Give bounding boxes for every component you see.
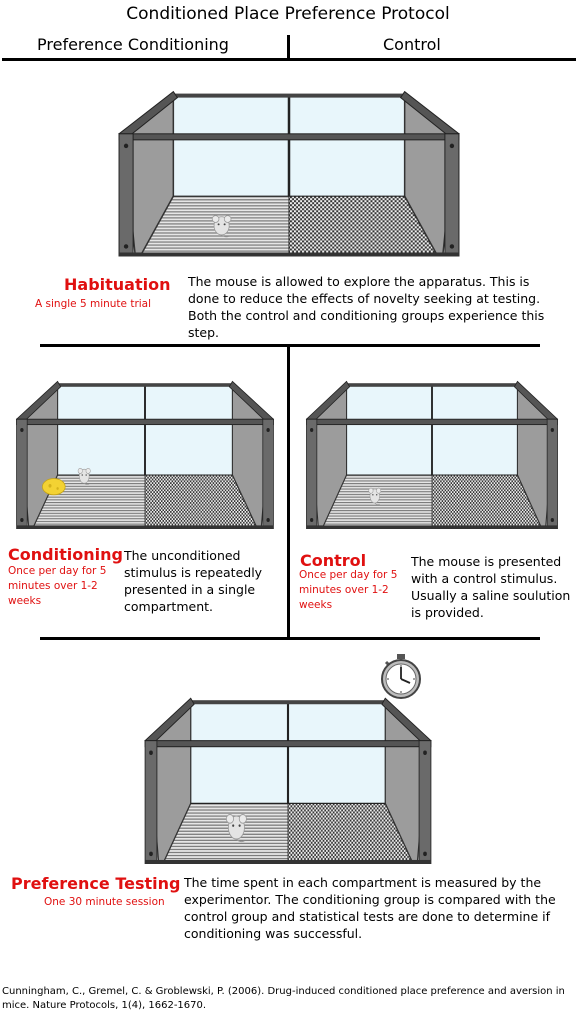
diagram-title: Conditioned Place Preference Protocol [126, 4, 450, 24]
conditioning-rule [40, 637, 540, 640]
testing-description: The time spent in each compartment is me… [184, 875, 556, 941]
testing-apparatus [143, 696, 433, 864]
header-preference-conditioning: Preference Conditioning [37, 35, 229, 54]
testing-title: Preference Testing [11, 874, 181, 893]
conditioning-subtitle: Once per day for 5 minutes over 1-2 week… [8, 565, 107, 607]
habituation-subtitle: A single 5 minute trial [35, 298, 152, 310]
habituation-title: Habituation [64, 275, 171, 294]
cheese-icon [42, 478, 66, 496]
conditioning-title: Conditioning [8, 545, 123, 564]
conditioning-description: The unconditioned stimulus is repeatedly… [124, 548, 263, 614]
stopwatch-icon [381, 654, 421, 699]
header-control: Control [383, 35, 441, 54]
citation: Cunningham, C., Gremel, C. & Groblewski,… [2, 986, 565, 1011]
control-description: The mouse is presented with a control st… [411, 554, 571, 620]
middle-divider [287, 347, 290, 637]
testing-subtitle: One 30 minute session [44, 896, 165, 908]
habituation-apparatus [117, 90, 461, 257]
conditioning-apparatus [15, 380, 275, 529]
control-subtitle: Once per day for 5 minutes over 1-2 week… [299, 569, 398, 611]
header-divider [287, 35, 290, 59]
control-apparatus [305, 380, 559, 529]
control-title: Control [300, 551, 367, 570]
header-rule [2, 58, 576, 61]
habituation-rule [40, 344, 540, 347]
habituation-description: The mouse is allowed to explore the appa… [188, 274, 545, 340]
